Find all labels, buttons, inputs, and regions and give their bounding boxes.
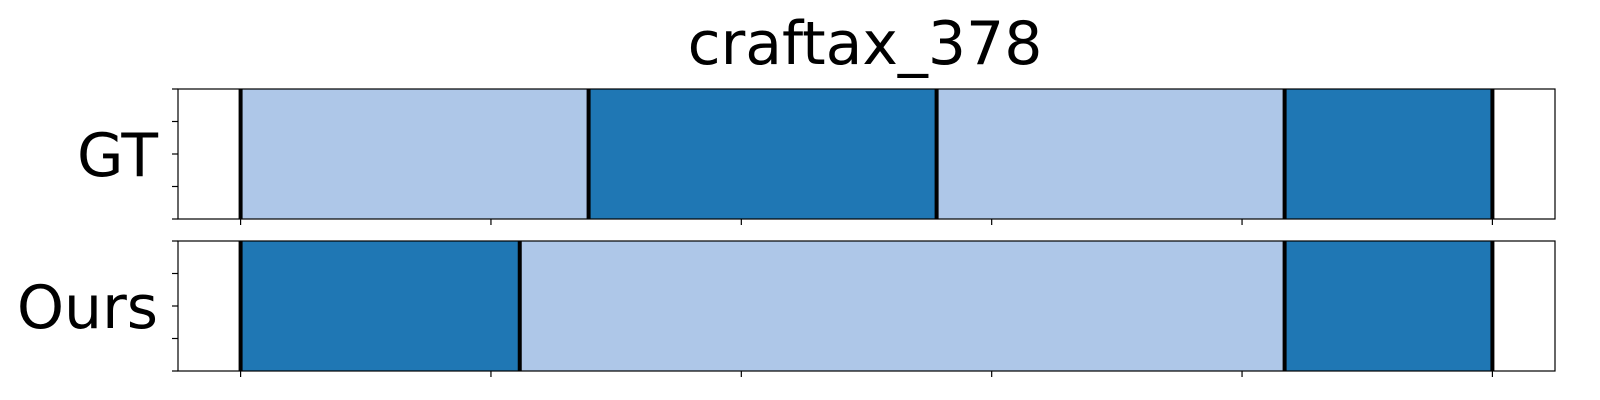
- segment-bar: [519, 241, 1285, 371]
- chart-title: craftax_378: [688, 9, 1043, 79]
- segment-bar: [240, 89, 589, 219]
- timeline-row-ours: Ours: [17, 240, 1556, 377]
- segment-bar: [240, 241, 520, 371]
- segment-bar: [936, 89, 1285, 219]
- segment-bar: [1284, 241, 1493, 371]
- row-label: GT: [77, 121, 158, 191]
- row-label: Ours: [17, 273, 158, 343]
- timeline-row-gt: GT: [77, 88, 1556, 225]
- segment-bar: [1284, 89, 1493, 219]
- segment-bar: [588, 89, 937, 219]
